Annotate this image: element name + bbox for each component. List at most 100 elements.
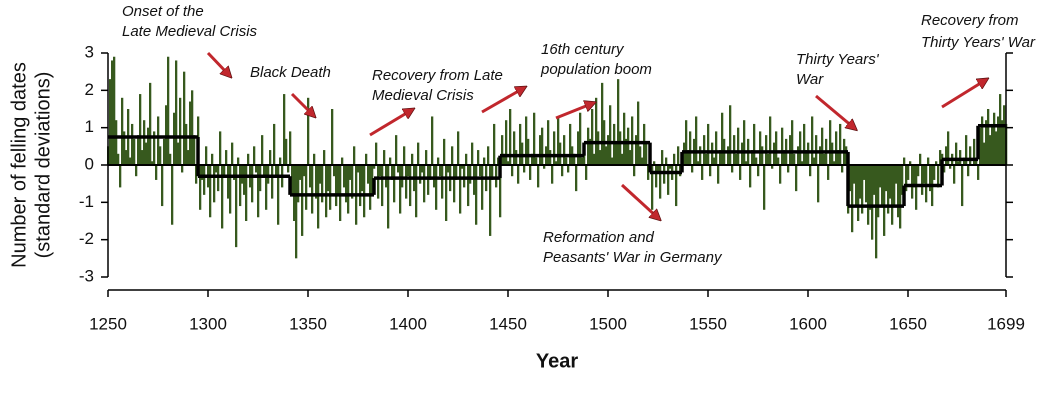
bar — [587, 127, 590, 165]
bar — [745, 161, 748, 165]
bar — [769, 116, 772, 165]
bar — [781, 127, 784, 165]
bar — [727, 146, 730, 165]
bar — [453, 165, 456, 203]
bar — [687, 150, 690, 165]
bar — [831, 142, 834, 165]
bar — [497, 157, 500, 165]
bar — [753, 123, 756, 165]
bar — [731, 165, 734, 173]
bar — [849, 165, 852, 192]
bar — [867, 165, 870, 225]
bar — [489, 165, 492, 236]
bar — [995, 131, 998, 165]
bar — [177, 142, 180, 165]
arrow — [481, 89, 522, 114]
bar — [895, 165, 898, 184]
bar — [577, 131, 580, 165]
bar — [397, 165, 400, 173]
x-tick-label: 1300 — [189, 314, 227, 333]
bar — [131, 123, 134, 165]
bar — [357, 165, 360, 173]
annotation: Thirty Years' War — [921, 34, 1036, 51]
bar — [493, 123, 496, 165]
bar — [283, 94, 286, 165]
bar — [267, 165, 270, 184]
arrow — [290, 92, 312, 114]
bar — [491, 165, 494, 180]
bar — [815, 135, 818, 165]
bar — [481, 165, 484, 210]
bar — [143, 120, 146, 165]
bar — [643, 123, 646, 165]
bar — [873, 165, 876, 195]
bar — [777, 157, 780, 165]
bar — [977, 165, 980, 180]
bar — [387, 165, 390, 229]
bar — [275, 165, 278, 177]
annotation: Reformation and — [543, 229, 655, 246]
bar — [477, 150, 480, 165]
bar — [821, 127, 824, 165]
bar — [797, 146, 800, 165]
bar — [875, 165, 878, 259]
y-tick-label: 1 — [85, 117, 94, 136]
bar — [771, 165, 774, 169]
bar — [299, 165, 302, 180]
bar — [173, 112, 176, 165]
x-tick-label: 1400 — [389, 314, 427, 333]
bar — [921, 165, 924, 195]
bar — [111, 60, 114, 165]
bar — [377, 165, 380, 199]
bar — [147, 127, 150, 165]
annotation: Thirty Years' — [796, 51, 880, 68]
bar — [317, 165, 320, 229]
bar — [119, 165, 122, 188]
bar — [653, 161, 656, 165]
bar — [853, 165, 856, 184]
bar — [891, 165, 894, 225]
bar — [221, 165, 224, 229]
bar — [129, 157, 132, 165]
bar — [719, 150, 722, 165]
bar — [123, 131, 126, 165]
bar — [535, 157, 538, 165]
bar — [909, 161, 912, 165]
bar — [399, 165, 402, 214]
bar — [361, 165, 364, 192]
bar — [159, 146, 162, 165]
bar — [157, 116, 160, 165]
bar — [569, 123, 572, 165]
bar — [713, 157, 716, 165]
bar — [949, 165, 952, 169]
bar — [511, 165, 514, 177]
bar — [337, 165, 340, 195]
bar — [969, 146, 972, 165]
bar — [591, 109, 594, 165]
bar — [751, 150, 754, 165]
bar — [217, 165, 220, 192]
bar — [465, 153, 468, 165]
bar — [965, 135, 968, 165]
bar — [327, 165, 330, 192]
bar — [285, 138, 288, 165]
bar — [467, 165, 470, 207]
bar — [141, 150, 144, 165]
bar — [199, 165, 202, 210]
bar — [391, 165, 394, 180]
bar — [601, 82, 604, 165]
annotation: population boom — [540, 61, 652, 78]
bar — [433, 165, 436, 188]
bar — [109, 79, 112, 165]
bar — [517, 165, 520, 184]
bar — [559, 142, 562, 165]
bar — [527, 138, 530, 165]
bar — [475, 165, 478, 225]
x-tick-label: 1250 — [89, 314, 127, 333]
bar — [425, 150, 428, 165]
bar — [1001, 120, 1004, 165]
bar — [513, 131, 516, 165]
annotation: Late Medieval Crisis — [122, 23, 258, 40]
bar — [899, 165, 902, 229]
bar — [189, 101, 192, 165]
